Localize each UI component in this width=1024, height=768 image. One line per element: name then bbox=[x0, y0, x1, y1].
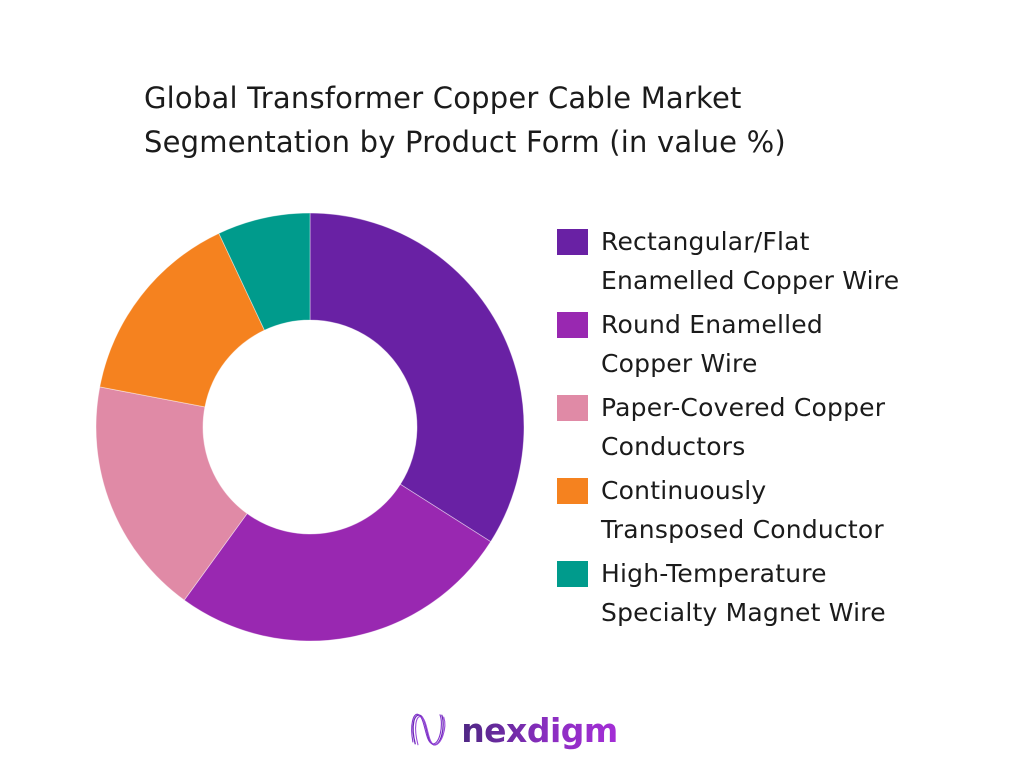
legend-label: High-Temperature Specialty Magnet Wire bbox=[601, 554, 886, 632]
brand-footer: nexdigm bbox=[0, 706, 1024, 754]
donut-chart bbox=[95, 212, 525, 642]
legend-swatch-rectangular-flat bbox=[557, 229, 588, 255]
brand-name: nexdigm bbox=[461, 710, 618, 750]
legend-label-line: Paper-Covered Copper bbox=[601, 393, 886, 422]
legend-label-line: Transposed Conductor bbox=[601, 515, 884, 544]
donut-slice-2 bbox=[95, 386, 248, 601]
legend-item: Rectangular/Flat Enamelled Copper Wire bbox=[557, 222, 987, 300]
donut-slice-3 bbox=[99, 232, 265, 408]
chart-title-line2: Segmentation by Product Form (in value %… bbox=[144, 125, 786, 159]
chart-legend: Rectangular/Flat Enamelled Copper Wire Ro… bbox=[557, 222, 987, 632]
legend-label: Continuously Transposed Conductor bbox=[601, 471, 884, 549]
legend-item: High-Temperature Specialty Magnet Wire bbox=[557, 554, 987, 632]
legend-label-line: Round Enamelled bbox=[601, 310, 823, 339]
donut-chart-svg bbox=[95, 212, 525, 642]
legend-label-line: Specialty Magnet Wire bbox=[601, 598, 886, 627]
nexdigm-logo-icon bbox=[411, 713, 446, 746]
chart-title: Global Transformer Copper Cable Market S… bbox=[144, 76, 884, 164]
donut-slice-0 bbox=[309, 212, 525, 543]
legend-label: Paper-Covered Copper Conductors bbox=[601, 388, 885, 466]
chart-title-line1: Global Transformer Copper Cable Market bbox=[144, 81, 742, 115]
legend-label-line: Rectangular/Flat bbox=[601, 227, 810, 256]
legend-label-line: Continuously bbox=[601, 476, 767, 505]
legend-label: Round Enamelled Copper Wire bbox=[601, 305, 823, 383]
legend-item: Continuously Transposed Conductor bbox=[557, 471, 987, 549]
legend-item: Paper-Covered Copper Conductors bbox=[557, 388, 987, 466]
legend-label-line: High-Temperature bbox=[601, 559, 827, 588]
legend-swatch-round-enamelled bbox=[557, 312, 588, 338]
donut-slice-4 bbox=[218, 212, 311, 331]
legend-label-line: Enamelled Copper Wire bbox=[601, 266, 900, 295]
legend-swatch-high-temp bbox=[557, 561, 588, 587]
legend-swatch-ctc bbox=[557, 478, 588, 504]
legend-label: Rectangular/Flat Enamelled Copper Wire bbox=[601, 222, 899, 300]
legend-label-line: Copper Wire bbox=[601, 349, 758, 378]
legend-item: Round Enamelled Copper Wire bbox=[557, 305, 987, 383]
legend-label-line: Conductors bbox=[601, 432, 746, 461]
donut-slice-1 bbox=[183, 483, 492, 642]
legend-swatch-paper-covered bbox=[557, 395, 588, 421]
